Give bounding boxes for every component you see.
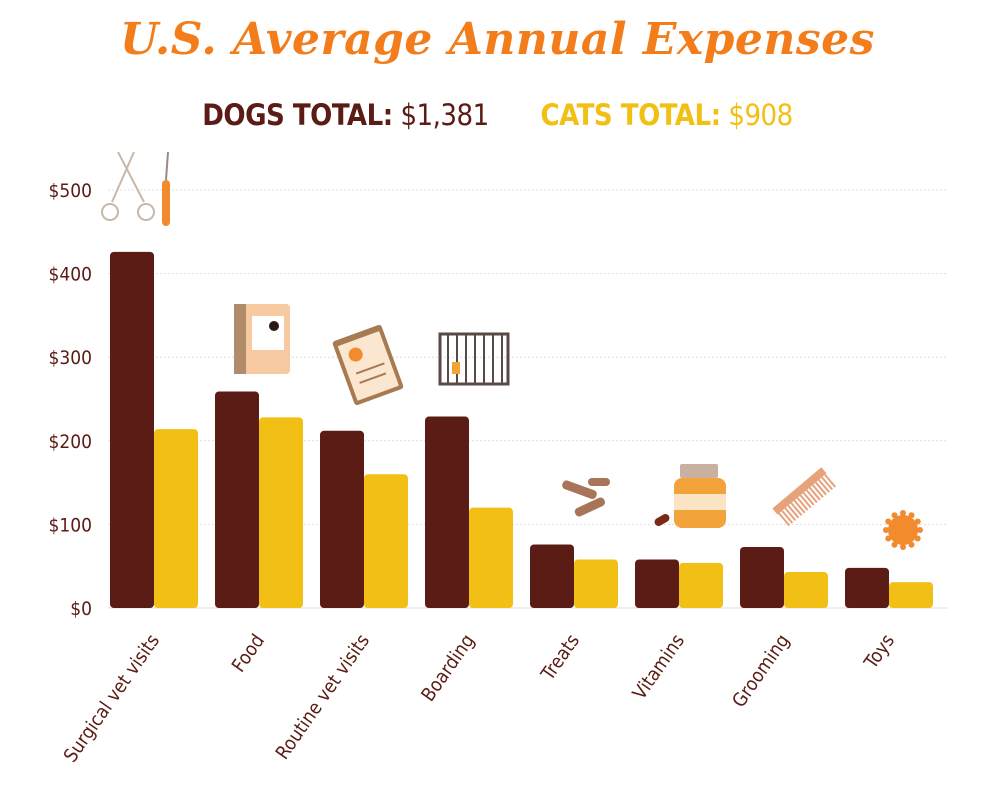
y-tick-label: $500 [49,180,93,202]
food-bag-icon [234,304,290,374]
bar-cats [679,562,723,608]
bar-cats [364,474,408,608]
x-tick-label: Food [228,630,270,676]
bar-dogs [530,544,574,608]
x-tick-label: Surgical vet visits [60,630,165,766]
x-tick-label: Grooming [728,630,794,711]
bar-cats [889,582,933,608]
bar-cats [259,417,303,608]
chart-title: U.S. Average Annual Expenses [120,14,875,65]
ball-toy-icon [883,510,923,550]
dogs-total-value: $1,381 [400,98,489,132]
x-tick-label: Routine vet visits [272,630,375,763]
bar-dogs [635,559,679,608]
scissors-scalpel-icon [101,151,170,226]
totals-row: DOGS TOTAL: $1,381 CATS TOTAL: $908 [0,98,995,132]
vitamin-jar-icon [654,464,726,528]
bar-cats [574,559,618,608]
bar-dogs [215,391,259,608]
dogs-total-group: DOGS TOTAL: $1,381 [202,98,489,132]
bar-cats [784,572,828,608]
x-tick-label: Toys [859,630,899,674]
y-tick-label: $400 [49,264,93,286]
y-tick-label: $100 [49,514,93,536]
x-tick-label: Treats [536,630,584,685]
cage-icon [438,332,510,386]
bar-dogs [425,416,469,608]
cats-total-label: CATS TOTAL: [540,98,722,132]
cats-total-group: CATS TOTAL: $908 [540,98,794,132]
cats-total-value: $908 [728,98,793,132]
y-tick-label: $0 [70,598,92,620]
x-tick-label: Boarding [417,630,479,705]
y-tick-label: $300 [49,347,93,369]
bar-dogs [845,567,889,608]
bar-cats [469,507,513,608]
dogs-total-label: DOGS TOTAL: [202,98,393,132]
clipboard-icon [332,325,404,405]
bar-dogs [320,430,364,608]
bar-dogs [740,546,784,608]
bar-cats [154,429,198,608]
comb-icon [772,467,837,527]
bar-dogs [110,251,154,608]
y-tick-label: $200 [49,431,93,453]
x-tick-label: Vitamins [628,630,689,704]
bone-treats-icon [562,478,610,517]
